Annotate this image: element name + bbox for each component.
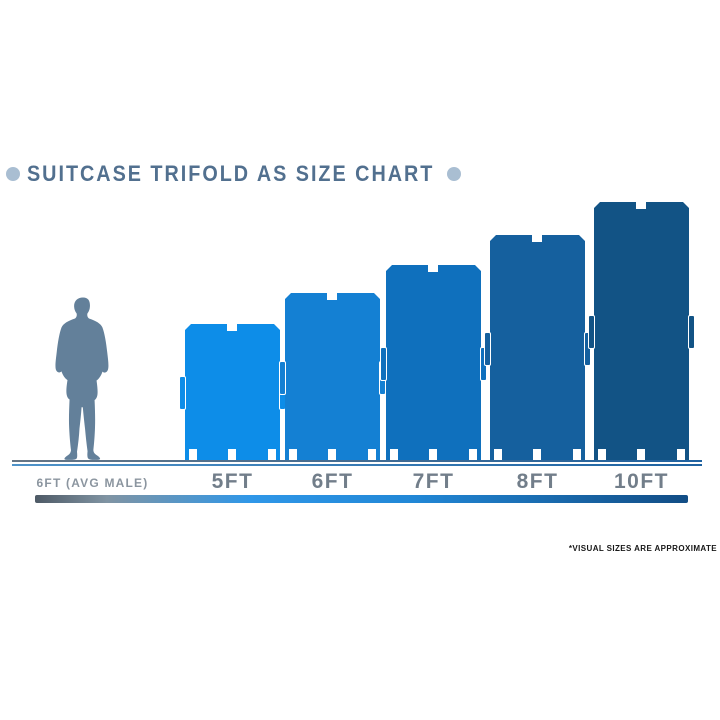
mat-handle-left	[279, 360, 286, 395]
ground-line	[12, 460, 702, 466]
man-silhouette-path	[55, 297, 109, 460]
mat-body	[386, 265, 481, 462]
mat-6ft	[279, 293, 386, 462]
size-label-5ft: 5FT	[211, 470, 254, 493]
size-label-7ft: 7FT	[412, 470, 455, 493]
mat-10ft	[588, 202, 695, 462]
mat-handle-left	[588, 315, 595, 349]
size-label-10ft: 10FT	[613, 470, 669, 493]
bullet-icon	[446, 167, 461, 181]
page-title: SUITCASE TRIFOLD AS SIZE CHART	[27, 161, 435, 186]
reference-label: 6FT (AVG MALE)	[36, 476, 149, 490]
mat-7ft	[380, 265, 487, 462]
mat-body	[594, 202, 689, 462]
mat-body	[490, 235, 585, 462]
chart-title-row: SUITCASE TRIFOLD AS SIZE CHART	[6, 161, 461, 187]
mat-handle-right	[688, 315, 695, 349]
mat-body	[285, 293, 380, 462]
ground-line-top	[12, 460, 702, 462]
gradient-underline	[35, 495, 688, 503]
mat-8ft	[484, 235, 591, 462]
size-label-6ft: 6FT	[311, 470, 354, 493]
footnote: *VISUAL SIZES ARE APPROXIMATE	[568, 544, 717, 553]
mat-handle-left	[484, 331, 491, 366]
mat-handle-left	[380, 346, 387, 381]
mat-handle-left	[179, 376, 186, 410]
mat-body	[185, 324, 280, 462]
avg-male-silhouette-icon	[55, 297, 109, 460]
mat-5ft	[179, 324, 286, 462]
bullet-icon	[6, 167, 20, 181]
size-label-8ft: 8FT	[516, 470, 559, 493]
ground-line-bottom	[12, 464, 702, 466]
